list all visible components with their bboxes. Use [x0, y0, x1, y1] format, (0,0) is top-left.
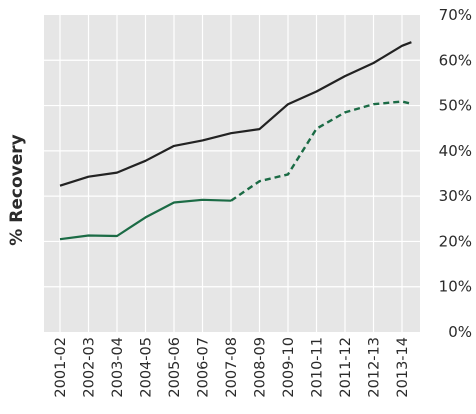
- y-tick-label: 50%: [439, 97, 472, 115]
- x-tick-label: 2009-10: [281, 337, 297, 398]
- series-line-dashed-part: [230, 100, 412, 202]
- x-tick-label: 2001-02: [53, 337, 69, 398]
- grid-lines: [44, 15, 420, 332]
- x-tick-label: 2008-09: [253, 337, 269, 398]
- x-tick-label: 2007-08: [224, 337, 240, 398]
- y-tick-label: 20%: [439, 232, 472, 250]
- x-tick-label: 2013-14: [395, 337, 411, 398]
- x-tick-label: 2003-04: [110, 337, 126, 398]
- x-tick-label: 2012-13: [367, 337, 383, 398]
- y-tick-label: 70%: [439, 6, 472, 24]
- y-tick-label: 30%: [439, 187, 472, 205]
- x-tick-label: 2002-03: [82, 337, 98, 398]
- x-tick-label: 2005-06: [167, 337, 183, 398]
- y-tick-label: 60%: [439, 51, 472, 69]
- series-layer: [59, 41, 412, 241]
- series-line-solid-part: [59, 198, 232, 241]
- y-tick-label: 10%: [439, 278, 472, 296]
- y-tick-label: 40%: [439, 142, 472, 160]
- x-tick-label: 2004-05: [139, 337, 155, 398]
- x-tick-labels: 2001-02 2002-03 2003-04 2004-05 2005-06 2006-…: [53, 337, 411, 398]
- x-tick-label: 2011-12: [338, 337, 354, 398]
- series-line: [59, 41, 412, 187]
- x-tick-label: 2006-07: [196, 337, 212, 398]
- plot-area: [44, 15, 420, 332]
- y-tick-label: 0%: [448, 323, 472, 341]
- x-tick-label: 2010-11: [310, 337, 326, 398]
- y-axis-label: % Recovery: [7, 134, 27, 245]
- y-tick-labels: 0% 10% 20% 30% 40% 50% 60% 70%: [439, 6, 472, 341]
